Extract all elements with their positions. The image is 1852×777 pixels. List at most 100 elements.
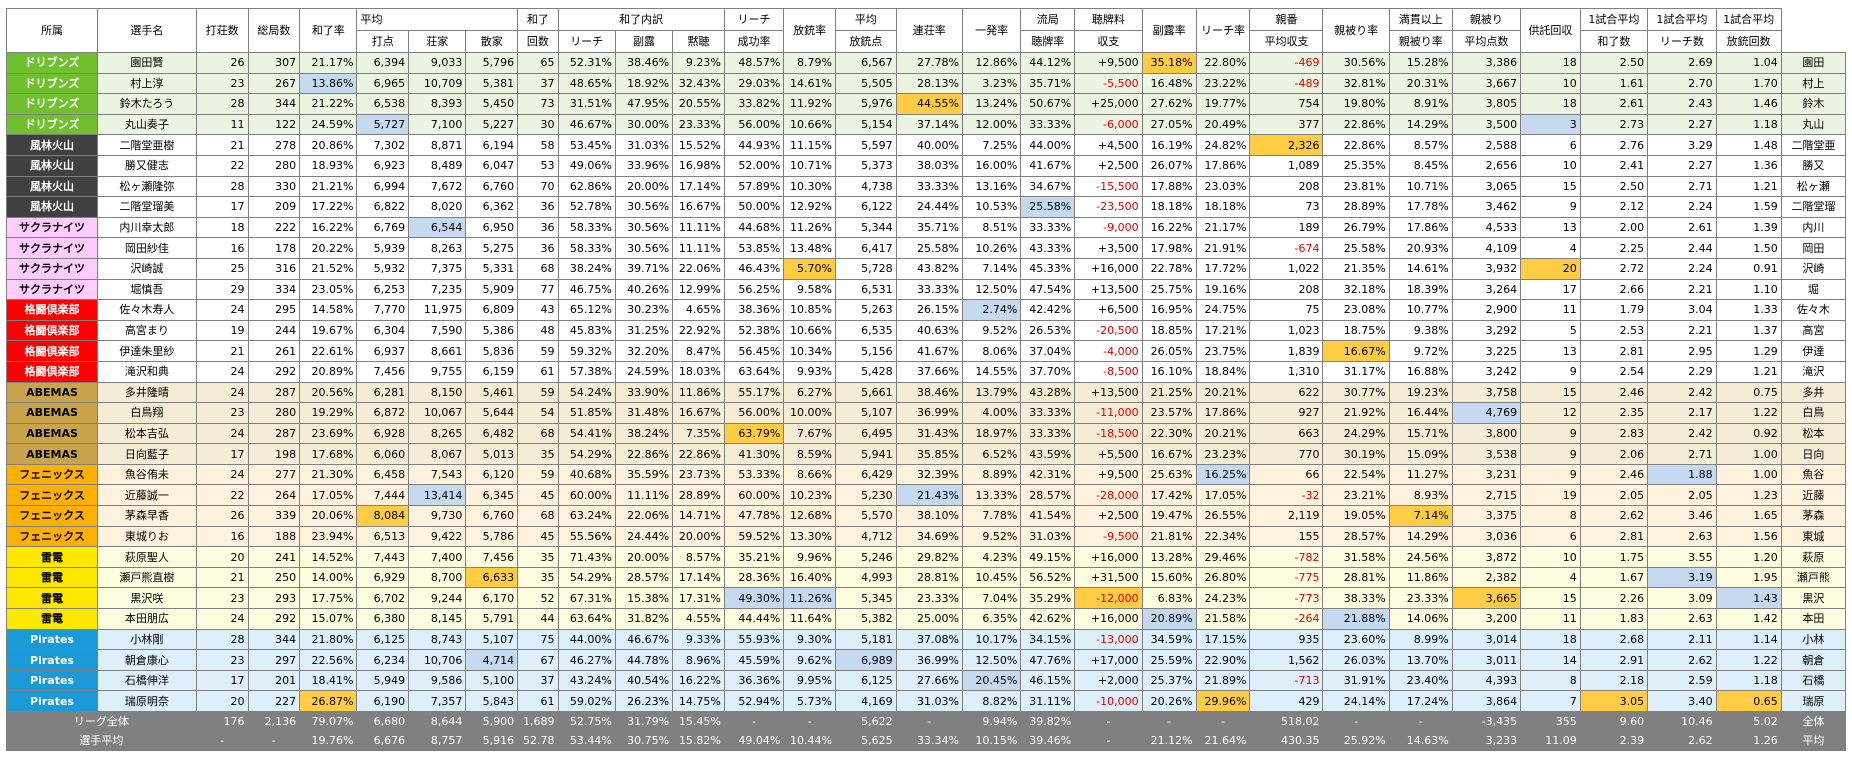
cell-dealer-tsumo-hit: 23.60% xyxy=(1322,628,1390,651)
cell-dealin-per-game: 1.18 xyxy=(1715,113,1782,136)
table-row: ドリブンズ 丸山奏子 11 122 24.59% 5,727 7,100 5,227 30 46.… xyxy=(6,113,1847,136)
cell-dama-share: 8.47% xyxy=(672,340,725,362)
cell-name: 高宮まり xyxy=(96,319,197,342)
cell-win-per-game: 2.68 xyxy=(1579,628,1649,651)
cell-win-rate: 13.86% xyxy=(299,72,358,95)
cell-deal-in-rate: 12.92% xyxy=(783,196,836,218)
cell-win-rate: 14.58% xyxy=(299,299,358,321)
cell-dealer-tsumo-hit: 22.86% xyxy=(1322,134,1390,156)
cell-dealer-net: 73 xyxy=(1249,196,1324,218)
cell-furo-share: 31.82% xyxy=(614,608,674,630)
cell-team: 格闘倶楽部 xyxy=(6,319,98,342)
cell-name: 多井隆晴 xyxy=(96,381,197,404)
cell-win-per-game: 1.67 xyxy=(1579,566,1649,589)
cell-dealer-net: -775 xyxy=(1249,566,1324,589)
summary-avg-pts-nondealer: 5,916 xyxy=(465,730,519,752)
cell-dealer-renchan: 40.00% xyxy=(895,134,963,156)
cell-tenpai-balance: +5,500 xyxy=(1074,443,1143,465)
cell-furo-rate: 34.59% xyxy=(1141,628,1197,651)
cell-furo-share: 24.59% xyxy=(614,360,674,383)
cell-avg-pts-nondealer: 5,644 xyxy=(465,402,519,424)
cell-hands: 178 xyxy=(247,237,301,259)
cell-avg-tsumo-loss: 4,769 xyxy=(1451,402,1522,424)
cell-win-rate: 14.52% xyxy=(299,546,358,568)
cell-dealer-tsumo-hit: 30.56% xyxy=(1322,52,1390,74)
cell-riichi-success: 36.36% xyxy=(723,669,785,692)
cell-dealer-renchan: 23.33% xyxy=(895,587,963,610)
cell-win-count: 65 xyxy=(517,52,559,74)
cell-riichi-per-game: 2.95 xyxy=(1647,340,1717,362)
cell-hands: 267 xyxy=(247,72,301,95)
cell-furo-rate: 22.78% xyxy=(1141,257,1197,280)
cell-riichi-rate: 16.25% xyxy=(1195,463,1251,486)
cell-tenpai-balance: +4,500 xyxy=(1074,134,1143,156)
cell-name: 黒沢咲 xyxy=(96,587,197,610)
cell-avg-pts-nondealer: 5,381 xyxy=(465,72,519,95)
summary-dama-share: 15.45% xyxy=(672,711,725,732)
stats-table-container: 所属 選手名 打荘数 総局数 和了率 平均 和了 和了内訳 リーチ 放銃率 平均… xyxy=(6,8,1847,752)
cell-avg-deal-in: 5,246 xyxy=(834,546,897,568)
cell-ippatsu: 10.26% xyxy=(961,237,1022,259)
cell-riichi-rate: 23.75% xyxy=(1195,340,1251,362)
cell-win-count: 68 xyxy=(517,505,559,527)
summary-games: 176 xyxy=(195,711,249,732)
cell-name: 岡田紗佳 xyxy=(96,237,197,259)
cell-hands: 222 xyxy=(247,216,301,239)
cell-team: ABEMAS xyxy=(6,381,98,404)
cell-dealer-tsumo-hit: 22.54% xyxy=(1322,463,1390,486)
cell-riichi-share: 65.12% xyxy=(557,299,616,321)
cell-deal-in-rate: 9.96% xyxy=(783,546,836,568)
cell-dama-share: 11.11% xyxy=(672,237,725,259)
cell-furo-rate: 27.62% xyxy=(1141,93,1197,115)
cell-deal-in-rate: 11.26% xyxy=(783,587,836,610)
cell-games: 25 xyxy=(195,257,249,280)
cell-riichi-share: 31.51% xyxy=(557,93,616,115)
cell-avg-deal-in: 5,181 xyxy=(834,628,897,651)
cell-furo-share: 31.48% xyxy=(614,402,674,424)
summary-dealin-per-game: 1.26 xyxy=(1715,730,1782,752)
cell-dealer-net: 935 xyxy=(1249,628,1324,651)
cell-team: フェニックス xyxy=(6,484,98,507)
cell-riichi-rate: 26.80% xyxy=(1195,566,1251,589)
cell-riichi-per-game: 2.05 xyxy=(1647,484,1717,507)
cell-avg-pts-nondealer: 5,796 xyxy=(465,52,519,74)
cell-riichi-rate: 17.86% xyxy=(1195,402,1251,424)
cell-avg-pts-dealer: 7,100 xyxy=(408,113,467,136)
cell-games: 21 xyxy=(195,134,249,156)
cell-team: ドリブンズ xyxy=(6,72,98,95)
cell-dealer-renchan: 37.08% xyxy=(895,628,963,651)
cell-furo-share: 38.24% xyxy=(614,422,674,445)
cell-riichi-share: 60.00% xyxy=(557,484,616,507)
cell-ryukyoku-tenpai: 42.42% xyxy=(1020,299,1076,321)
cell-win-rate: 17.68% xyxy=(299,443,358,465)
cell-hands: 297 xyxy=(247,649,301,671)
cell-kyotaku: 18 xyxy=(1520,93,1581,115)
cell-short: 伊達 xyxy=(1780,340,1847,362)
cell-furo-rate: 23.57% xyxy=(1141,402,1197,424)
cell-avg-pts-nondealer: 5,843 xyxy=(465,690,519,712)
cell-kyotaku: 9 xyxy=(1520,463,1581,486)
cell-mangan-tsumo-hit: 20.93% xyxy=(1388,237,1453,259)
cell-kyotaku: 8 xyxy=(1520,669,1581,692)
cell-hands: 307 xyxy=(247,52,301,74)
col-header-tenpai-balance-1: 聴牌料 xyxy=(1074,8,1143,31)
cell-dealer-renchan: 44.55% xyxy=(895,93,963,115)
cell-dealer-tsumo-hit: 23.08% xyxy=(1322,299,1390,321)
cell-avg-pts: 6,928 xyxy=(356,422,410,445)
cell-tenpai-balance: +9,500 xyxy=(1074,52,1143,74)
cell-furo-share: 40.54% xyxy=(614,669,674,692)
summary-avg-pts: 6,676 xyxy=(356,730,410,752)
table-row: ABEMAS 白鳥翔 23 280 19.29% 6,872 10,067 5,644 54 51… xyxy=(6,402,1847,424)
cell-avg-tsumo-loss: 3,065 xyxy=(1451,175,1522,198)
cell-ippatsu: 10.45% xyxy=(961,566,1022,589)
cell-furo-rate: 16.22% xyxy=(1141,216,1197,239)
cell-mangan-tsumo-hit: 10.77% xyxy=(1388,299,1453,321)
cell-tenpai-balance: -4,000 xyxy=(1074,340,1143,362)
cell-dealer-renchan: 31.43% xyxy=(895,422,963,445)
cell-games: 23 xyxy=(195,649,249,671)
cell-avg-tsumo-loss: 3,036 xyxy=(1451,525,1522,548)
cell-dealer-net: -489 xyxy=(1249,72,1324,95)
cell-mangan-tsumo-hit: 18.39% xyxy=(1388,278,1453,301)
cell-dama-share: 8.57% xyxy=(672,546,725,568)
cell-avg-pts-nondealer: 5,100 xyxy=(465,669,519,692)
